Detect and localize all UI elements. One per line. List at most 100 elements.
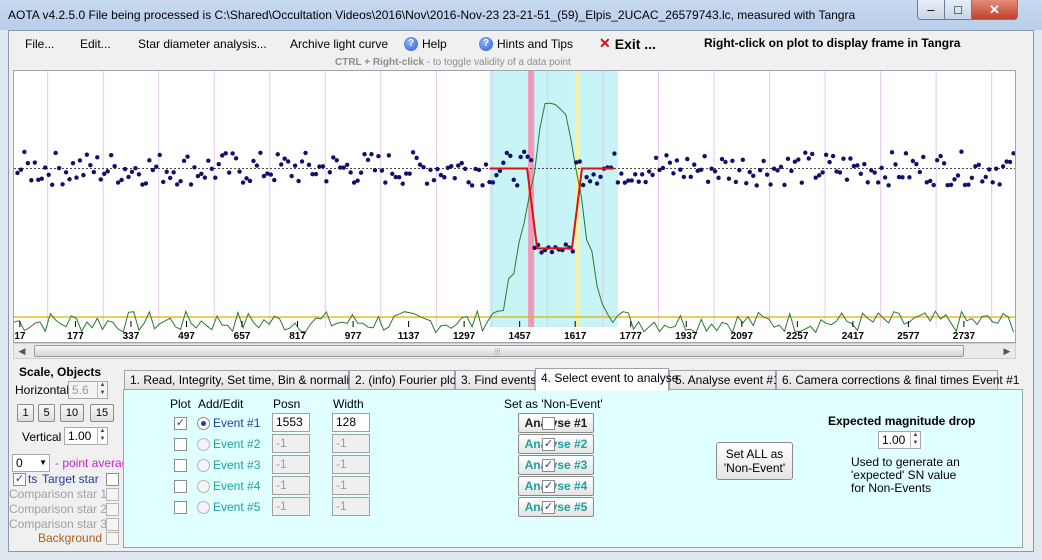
window-title: AOTA v4.2.5.0 File being processed is C:… [8, 8, 856, 22]
data-point [692, 162, 697, 167]
event-fit-line [489, 167, 615, 250]
event-3-width-field[interactable]: -1 [332, 455, 370, 474]
data-point [452, 175, 457, 181]
event-5-non-event-checkbox[interactable]: ✓ [542, 501, 555, 514]
scroll-left-arrow-icon[interactable]: ◀ [18, 346, 26, 356]
light-curve-chart[interactable]: 17 177 337 497 657 817 977 1137 1297 1457 1617 1777… [14, 71, 1016, 343]
event-3-non-event-checkbox[interactable]: ✓ [542, 459, 555, 472]
event-5-width-field[interactable]: -1 [332, 497, 370, 516]
event-1-plot-checkbox[interactable]: ✓ [174, 417, 187, 430]
event-4-width-field[interactable]: -1 [332, 476, 370, 495]
tab-find-events[interactable]: 3. Find events [455, 370, 536, 390]
event-1-radio[interactable] [197, 417, 210, 430]
scale-10-button[interactable]: 10 [60, 404, 84, 422]
data-point [594, 181, 600, 186]
data-point [806, 156, 811, 161]
event-4-plot-checkbox[interactable] [174, 480, 187, 493]
data-point [424, 181, 430, 186]
event-5-posn-field[interactable]: -1 [272, 497, 310, 516]
data-point [476, 167, 482, 173]
data-point [1007, 159, 1013, 165]
scale-objects-title: Scale, Objects [19, 365, 102, 379]
tab-camera-corrections[interactable]: 6. Camera corrections & final times Even… [776, 370, 1019, 390]
horizontal-spinner[interactable]: ▲ ▼ [97, 381, 107, 399]
background-checkbox[interactable] [106, 532, 119, 545]
set-all-non-event-button[interactable]: Set ALL as 'Non-Event' [716, 442, 793, 480]
analyse-event-4-button[interactable]: Analyse #4 [518, 476, 594, 496]
light-curve-plot[interactable]: 17 177 337 497 657 817 977 1137 1297 1457 1617 1777… [13, 70, 1016, 343]
vertical-scale-field[interactable]: 1.00 ▲ ▼ [64, 427, 108, 445]
spin-down-icon: ▼ [99, 436, 106, 442]
data-point [757, 168, 763, 173]
event-2-posn-field[interactable]: -1 [272, 434, 310, 453]
data-point [240, 180, 246, 185]
horizontal-scale-field[interactable]: 5.6 ▲ ▼ [68, 381, 108, 399]
target-star-checkbox[interactable] [106, 473, 119, 486]
event-2-radio[interactable] [197, 438, 210, 451]
comparison-star-2-checkbox[interactable] [106, 503, 119, 516]
data-point [494, 172, 499, 178]
scale-15-button[interactable]: 15 [90, 404, 114, 422]
analyse-event-3-button[interactable]: Analyse #3 [518, 455, 594, 475]
plot-horizontal-scrollbar[interactable]: ◀ ⦙⦙⦙ ▶ [13, 343, 1016, 359]
expected-magnitude-spinner[interactable]: ▲ ▼ [910, 431, 920, 449]
tab-select-event[interactable]: 4. Select event to analyse [535, 368, 678, 391]
menu-star-diameter[interactable]: Star diameter analysis... [138, 37, 267, 51]
event-3-plot-checkbox[interactable] [174, 459, 187, 472]
vertical-spinner[interactable]: ▲ ▼ [97, 427, 107, 445]
minimize-button[interactable]: – [917, 0, 945, 20]
data-point [882, 175, 888, 180]
data-point [185, 154, 190, 159]
event-2-width-field[interactable]: -1 [332, 434, 370, 453]
data-point [858, 171, 864, 176]
event-4-posn-field[interactable]: -1 [272, 476, 310, 495]
scroll-right-arrow-icon[interactable]: ▶ [1003, 346, 1011, 356]
menu-exit[interactable]: ✕ Exit ... [599, 35, 656, 52]
menu-file[interactable]: File... [25, 37, 55, 51]
scale-1-button[interactable]: 1 [17, 404, 34, 422]
close-button[interactable]: ✕ [971, 0, 1018, 20]
event-2-non-event-checkbox[interactable]: ✓ [542, 438, 555, 451]
tab-read-integrity[interactable]: 1. Read, Integrity, Set time, Bin & norm… [124, 370, 362, 390]
event-4-radio[interactable] [197, 480, 210, 493]
event-1-label: Event #1 [213, 416, 261, 430]
event-1-posn-field[interactable]: 1553 [272, 413, 310, 432]
menu-edit[interactable]: Edit... [80, 37, 111, 51]
data-point [365, 157, 371, 163]
event-1-width-field[interactable]: 128 [332, 413, 370, 432]
event-5-plot-checkbox[interactable] [174, 501, 187, 514]
analyse-event-1-button[interactable]: Analyse #1 [518, 413, 594, 433]
data-point [962, 182, 968, 188]
analyse-event-2-button[interactable]: Analyse #2 [518, 434, 594, 454]
target-points-checkbox[interactable]: ✓ [13, 473, 26, 486]
data-point [837, 170, 843, 175]
expected-magnitude-field[interactable]: 1.00 ▲ ▼ [878, 431, 921, 449]
comparison-star-3-checkbox[interactable] [106, 518, 119, 531]
maximize-button[interactable]: □ [944, 0, 972, 20]
event-4-non-event-checkbox[interactable]: ✓ [542, 480, 555, 493]
scale-5-button[interactable]: 5 [38, 404, 55, 422]
menu-hints[interactable]: ? Hints and Tips [479, 37, 573, 51]
tab-fourier-plot[interactable]: 2. (info) Fourier plot [349, 370, 460, 390]
data-point [525, 154, 530, 159]
event-1-non-event-checkbox[interactable] [542, 417, 555, 430]
data-point [966, 182, 971, 187]
tab-analyse-event[interactable]: 5. Analyse event #1 [669, 370, 780, 390]
event-3-radio[interactable] [197, 459, 210, 472]
comparison-star-1-checkbox[interactable] [106, 488, 119, 501]
data-point [678, 167, 683, 172]
menu-archive-light-curve[interactable]: Archive light curve [290, 37, 389, 51]
analyse-event-5-button[interactable]: Analyse #5 [518, 497, 594, 517]
event-5-radio[interactable] [197, 501, 210, 514]
data-point [119, 177, 124, 183]
data-point [934, 157, 940, 163]
data-point [379, 168, 385, 173]
event-2-plot-checkbox[interactable] [174, 438, 187, 451]
data-point [959, 149, 964, 154]
data-point [376, 154, 381, 159]
menu-help[interactable]: ? Help [404, 37, 447, 51]
event-3-posn-field[interactable]: -1 [272, 455, 310, 474]
scroll-thumb[interactable]: ⦙⦙⦙ [34, 345, 964, 357]
point-average-select[interactable]: 0 ▼ [12, 454, 50, 472]
data-point [53, 150, 58, 156]
